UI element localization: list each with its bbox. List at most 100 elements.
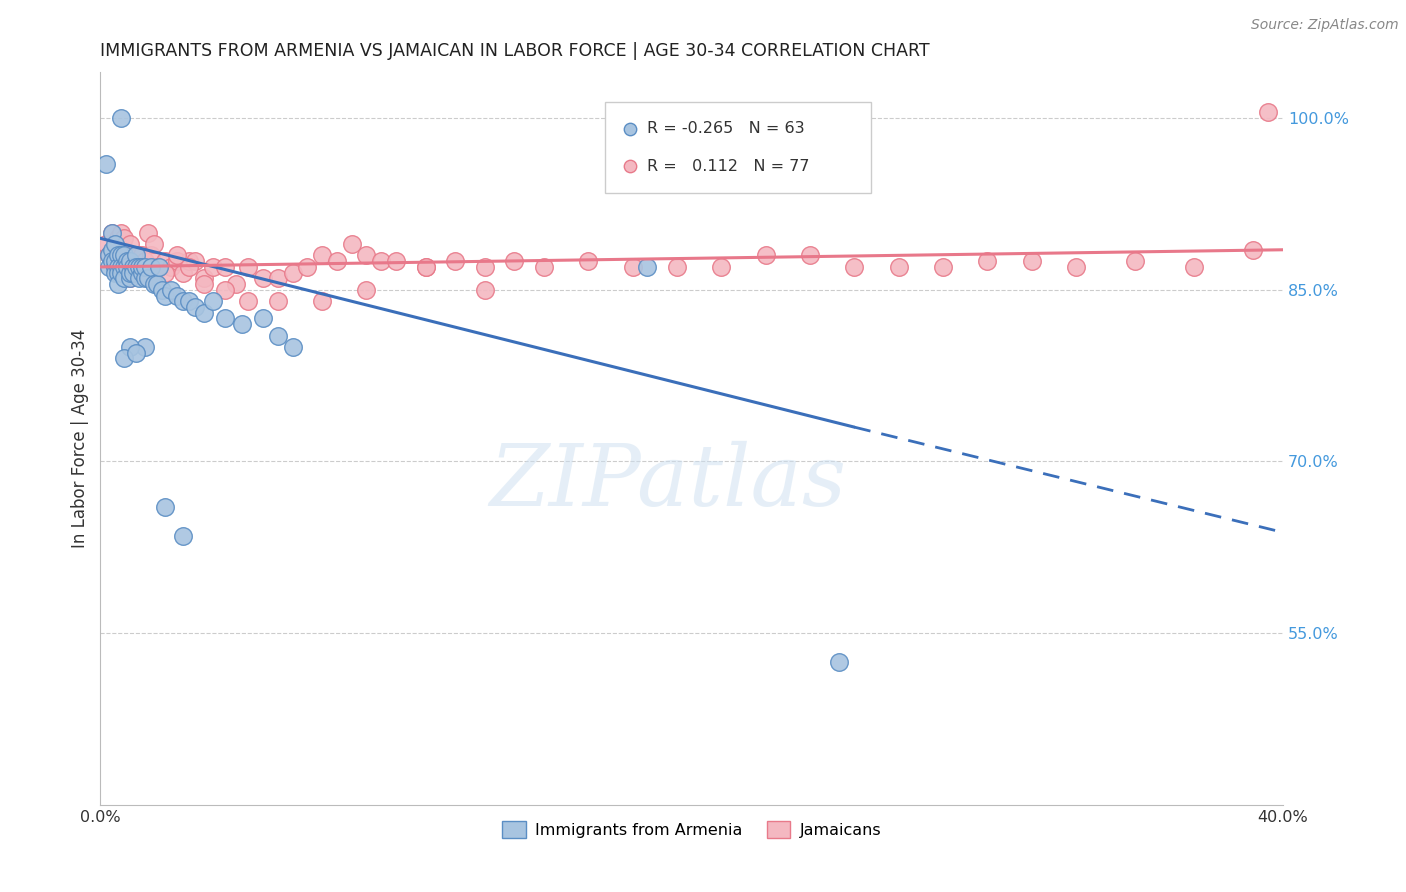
Point — [238, 260, 260, 274]
Point — [101, 226, 124, 240]
Point — [193, 306, 215, 320]
Point — [96, 157, 118, 171]
Point — [503, 254, 526, 268]
Point — [145, 277, 167, 291]
Point — [96, 237, 118, 252]
Point — [828, 655, 851, 669]
Point — [118, 271, 141, 285]
Point — [267, 294, 290, 309]
Text: ZIPatlas: ZIPatlas — [489, 442, 846, 524]
Point — [122, 266, 145, 280]
Point — [281, 340, 304, 354]
Point — [1064, 260, 1087, 274]
Point — [110, 226, 132, 240]
Point — [533, 260, 555, 274]
Point — [110, 266, 132, 280]
Point — [844, 260, 866, 274]
Point — [98, 260, 121, 274]
Point — [115, 260, 138, 274]
Text: IMMIGRANTS FROM ARMENIA VS JAMAICAN IN LABOR FORCE | AGE 30-34 CORRELATION CHART: IMMIGRANTS FROM ARMENIA VS JAMAICAN IN L… — [100, 42, 929, 60]
Point — [976, 254, 998, 268]
Point — [131, 248, 153, 262]
Point — [134, 271, 156, 285]
Point — [184, 254, 207, 268]
Point — [636, 260, 658, 274]
Point — [112, 248, 135, 262]
Point — [799, 248, 821, 262]
Point — [444, 254, 467, 268]
Point — [128, 248, 150, 262]
Point — [134, 340, 156, 354]
Point — [104, 248, 127, 262]
Point — [101, 254, 124, 268]
Point — [415, 260, 437, 274]
Point — [136, 271, 159, 285]
Point — [134, 260, 156, 274]
Point — [145, 260, 167, 274]
Point — [340, 237, 363, 252]
Point — [136, 271, 159, 285]
Point — [267, 328, 290, 343]
Point — [214, 283, 236, 297]
Point — [139, 248, 162, 262]
Point — [166, 248, 188, 262]
Point — [125, 248, 148, 262]
Legend: Immigrants from Armenia, Jamaicans: Immigrants from Armenia, Jamaicans — [495, 815, 889, 844]
Point — [160, 260, 183, 274]
Point — [370, 254, 392, 268]
Text: Source: ZipAtlas.com: Source: ZipAtlas.com — [1251, 18, 1399, 32]
Point — [474, 283, 496, 297]
Point — [238, 294, 260, 309]
Point — [104, 266, 127, 280]
Point — [139, 260, 162, 274]
Point — [107, 231, 129, 245]
Point — [184, 300, 207, 314]
Point — [177, 254, 200, 268]
Point — [142, 266, 165, 280]
Point — [128, 260, 150, 274]
Point — [125, 260, 148, 274]
Point — [107, 260, 129, 274]
Point — [231, 317, 253, 331]
Point — [193, 277, 215, 291]
Point — [932, 260, 955, 274]
Point — [107, 266, 129, 280]
Point — [201, 260, 224, 274]
Point — [155, 288, 177, 302]
Point — [115, 254, 138, 268]
Point — [118, 237, 141, 252]
Point — [1182, 260, 1205, 274]
Point — [122, 260, 145, 274]
Point — [415, 260, 437, 274]
Point — [104, 260, 127, 274]
Point — [214, 260, 236, 274]
Point — [281, 266, 304, 280]
Point — [148, 260, 170, 274]
Point — [125, 345, 148, 359]
Point — [118, 266, 141, 280]
Point — [101, 243, 124, 257]
Point — [621, 260, 644, 274]
Point — [172, 529, 194, 543]
Point — [110, 112, 132, 126]
Point — [225, 277, 247, 291]
Point — [142, 277, 165, 291]
Point — [110, 260, 132, 274]
Text: R = -0.265   N = 63: R = -0.265 N = 63 — [647, 121, 804, 136]
Point — [128, 271, 150, 285]
Point — [125, 248, 148, 262]
Point — [112, 231, 135, 245]
Point — [107, 277, 129, 291]
Point — [155, 254, 177, 268]
Point — [118, 254, 141, 268]
Point — [385, 254, 408, 268]
Point — [252, 311, 274, 326]
Point — [112, 271, 135, 285]
Point — [326, 254, 349, 268]
Point — [112, 351, 135, 366]
Point — [122, 254, 145, 268]
Point — [576, 254, 599, 268]
Point — [710, 260, 733, 274]
Point — [115, 248, 138, 262]
Point — [131, 260, 153, 274]
